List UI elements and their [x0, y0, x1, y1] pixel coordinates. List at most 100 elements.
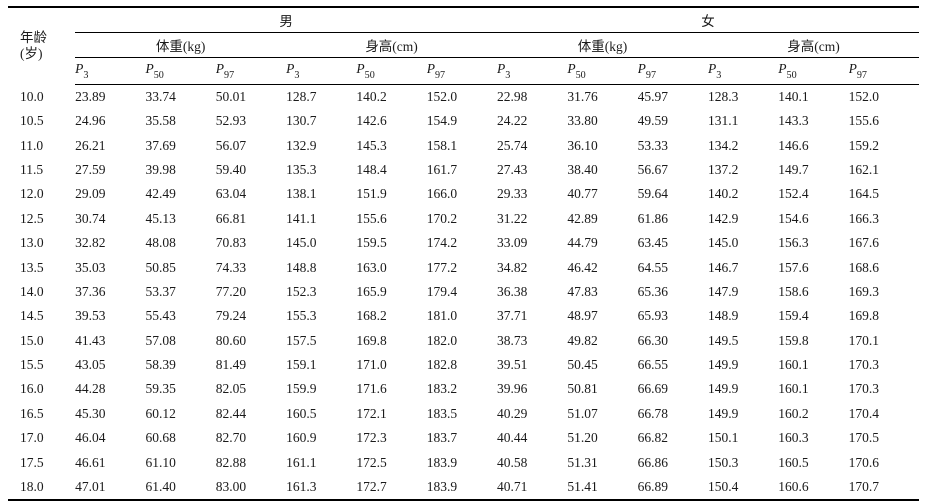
cell-value: 47.83	[567, 280, 637, 304]
cell-value: 44.79	[567, 231, 637, 255]
cell-value: 159.5	[356, 231, 426, 255]
table-row: 10.524.9635.5852.93130.7142.6154.924.223…	[8, 109, 919, 133]
cell-value: 150.1	[708, 426, 778, 450]
col-age: 年龄 (岁)	[8, 7, 75, 84]
cell-value: 66.69	[638, 377, 708, 401]
cell-value: 154.9	[427, 109, 497, 133]
cell-value: 183.7	[427, 426, 497, 450]
cell-value: 25.74	[497, 133, 567, 157]
cell-age: 12.5	[8, 207, 75, 231]
cell-value: 63.04	[216, 182, 286, 206]
cell-age: 11.0	[8, 133, 75, 157]
table-row: 16.545.3060.1282.44160.5172.1183.540.295…	[8, 402, 919, 426]
cell-value: 170.2	[427, 207, 497, 231]
cell-value: 38.40	[567, 158, 637, 182]
cell-value: 160.5	[778, 450, 848, 474]
cell-value: 147.9	[708, 280, 778, 304]
pct-p50: P50	[145, 58, 215, 85]
table-row: 11.026.2137.6956.07132.9145.3158.125.743…	[8, 133, 919, 157]
cell-value: 44.28	[75, 377, 145, 401]
table-row: 16.044.2859.3582.05159.9171.6183.239.965…	[8, 377, 919, 401]
table-row: 13.032.8248.0870.83145.0159.5174.233.094…	[8, 231, 919, 255]
cell-value: 140.1	[778, 84, 848, 109]
cell-value: 170.5	[849, 426, 919, 450]
cell-value: 183.9	[427, 475, 497, 500]
cell-value: 169.8	[356, 328, 426, 352]
cell-value: 50.85	[145, 255, 215, 279]
cell-value: 152.4	[778, 182, 848, 206]
cell-value: 66.30	[638, 328, 708, 352]
cell-value: 132.9	[286, 133, 356, 157]
cell-value: 53.33	[638, 133, 708, 157]
cell-value: 155.6	[356, 207, 426, 231]
cell-value: 56.07	[216, 133, 286, 157]
cell-value: 160.9	[286, 426, 356, 450]
cell-value: 24.22	[497, 109, 567, 133]
cell-value: 140.2	[356, 84, 426, 109]
cell-value: 174.2	[427, 231, 497, 255]
cell-value: 168.6	[849, 255, 919, 279]
cell-value: 142.6	[356, 109, 426, 133]
cell-value: 57.08	[145, 328, 215, 352]
cell-value: 37.36	[75, 280, 145, 304]
cell-value: 82.05	[216, 377, 286, 401]
cell-value: 160.1	[778, 353, 848, 377]
cell-value: 149.7	[778, 158, 848, 182]
cell-value: 149.5	[708, 328, 778, 352]
cell-value: 138.1	[286, 182, 356, 206]
cell-value: 50.81	[567, 377, 637, 401]
cell-value: 182.8	[427, 353, 497, 377]
cell-age: 11.5	[8, 158, 75, 182]
cell-value: 55.43	[145, 304, 215, 328]
cell-value: 160.6	[778, 475, 848, 500]
col-group-female: 女	[497, 7, 919, 33]
cell-age: 13.5	[8, 255, 75, 279]
cell-value: 169.3	[849, 280, 919, 304]
cell-value: 148.4	[356, 158, 426, 182]
cell-value: 52.93	[216, 109, 286, 133]
cell-age: 12.0	[8, 182, 75, 206]
age-unit: (岁)	[20, 46, 75, 62]
cell-value: 152.0	[849, 84, 919, 109]
cell-value: 149.9	[708, 377, 778, 401]
cell-value: 148.9	[708, 304, 778, 328]
cell-value: 29.09	[75, 182, 145, 206]
cell-value: 51.20	[567, 426, 637, 450]
cell-value: 167.6	[849, 231, 919, 255]
table-row: 12.530.7445.1366.81141.1155.6170.231.224…	[8, 207, 919, 231]
pct-p97: P97	[216, 58, 286, 85]
cell-value: 40.44	[497, 426, 567, 450]
cell-value: 51.31	[567, 450, 637, 474]
cell-age: 16.0	[8, 377, 75, 401]
pct-p3: P3	[75, 58, 145, 85]
table-row: 15.543.0558.3981.49159.1171.0182.839.515…	[8, 353, 919, 377]
table-row: 14.037.3653.3777.20152.3165.9179.436.384…	[8, 280, 919, 304]
cell-value: 66.78	[638, 402, 708, 426]
cell-age: 15.5	[8, 353, 75, 377]
cell-value: 128.7	[286, 84, 356, 109]
cell-value: 177.2	[427, 255, 497, 279]
cell-value: 49.59	[638, 109, 708, 133]
cell-value: 154.6	[778, 207, 848, 231]
cell-value: 35.58	[145, 109, 215, 133]
cell-value: 48.97	[567, 304, 637, 328]
cell-value: 149.9	[708, 402, 778, 426]
cell-value: 43.05	[75, 353, 145, 377]
cell-value: 66.82	[638, 426, 708, 450]
table-row: 15.041.4357.0880.60157.5169.8182.038.734…	[8, 328, 919, 352]
table-row: 13.535.0350.8574.33148.8163.0177.234.824…	[8, 255, 919, 279]
pct-p3: P3	[286, 58, 356, 85]
cell-value: 155.6	[849, 109, 919, 133]
cell-value: 171.0	[356, 353, 426, 377]
cell-age: 15.0	[8, 328, 75, 352]
cell-value: 134.2	[708, 133, 778, 157]
cell-value: 146.6	[778, 133, 848, 157]
cell-value: 36.10	[567, 133, 637, 157]
cell-value: 183.9	[427, 450, 497, 474]
cell-value: 40.77	[567, 182, 637, 206]
table-row: 12.029.0942.4963.04138.1151.9166.029.334…	[8, 182, 919, 206]
cell-value: 29.33	[497, 182, 567, 206]
cell-value: 151.9	[356, 182, 426, 206]
cell-value: 82.44	[216, 402, 286, 426]
cell-value: 160.2	[778, 402, 848, 426]
